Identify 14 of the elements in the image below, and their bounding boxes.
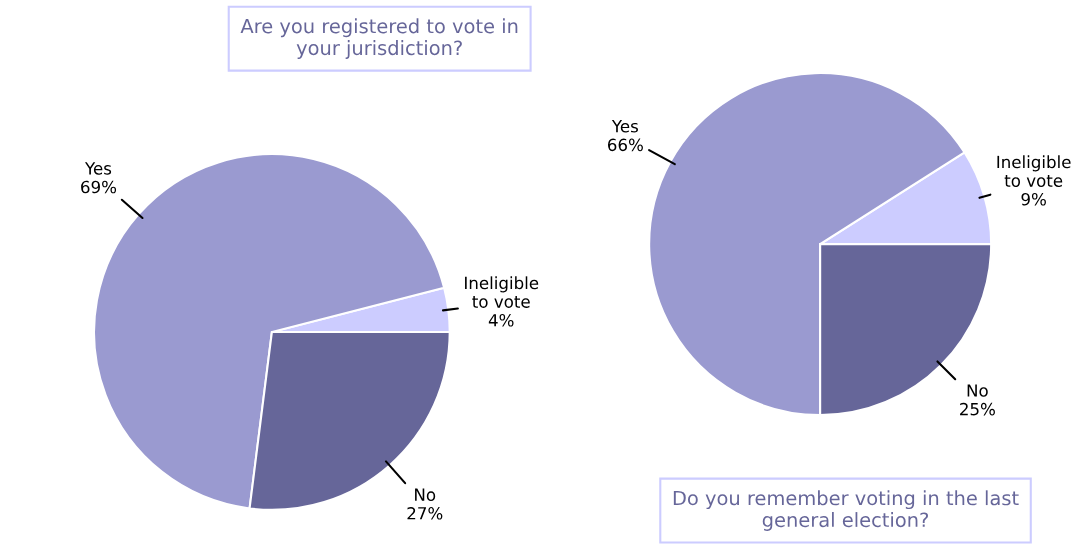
chart-title: Are you registered to vote in your jurisdiction? <box>240 18 518 59</box>
slice-label: Ineligible to vote <box>465 276 539 308</box>
data-label: 9% <box>1021 192 1046 206</box>
slice-label: Yes <box>84 162 112 175</box>
data-label: 69% <box>81 180 117 194</box>
text: Do you remember voting in the last general election? <box>673 490 1019 531</box>
data-label: 25% <box>960 402 995 416</box>
data-label: 66% <box>607 138 643 152</box>
data-label: 27% <box>407 507 443 520</box>
slice-label: No <box>415 488 436 501</box>
slice-label: Ineligible to vote <box>997 155 1071 187</box>
slice-label: No <box>967 384 988 397</box>
slice-label: Yes <box>611 120 638 133</box>
data-label: 4% <box>488 313 514 327</box>
